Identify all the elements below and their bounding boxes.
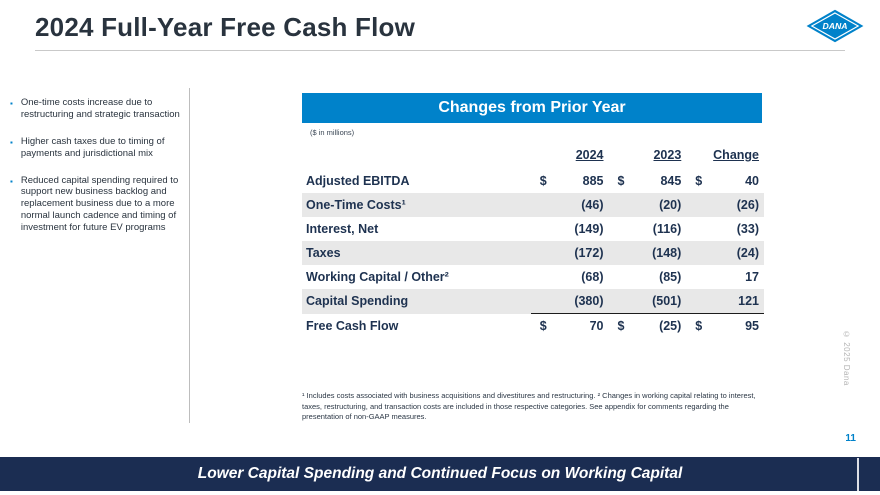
value-2023: (501) (634, 289, 687, 314)
dollar-2023 (608, 241, 635, 265)
row-label: Free Cash Flow (306, 318, 399, 333)
dollar-2023: $ (608, 313, 635, 338)
dollar-2024 (530, 193, 557, 217)
row-label: One-Time Costs¹ (302, 193, 531, 217)
dana-logo-text: DANA (822, 21, 847, 31)
key-points-list: ▪ One-time costs increase due to restruc… (10, 97, 180, 249)
value-2023: (20) (634, 193, 687, 217)
value-2024: 885 (582, 174, 604, 188)
list-item: ▪ Reduced capital spending required to s… (10, 175, 180, 234)
dana-logo: DANA (806, 9, 864, 43)
value-2023: (116) (652, 222, 682, 236)
dollar-2023 (608, 193, 635, 217)
dollar-change (686, 193, 713, 217)
table-row-one-time-costs: One-Time Costs¹ (46) (20) (26) (302, 193, 764, 217)
dana-logo-diamond: DANA (806, 9, 864, 43)
column-header-2023-label: 2023 (653, 148, 682, 162)
row-label: Interest, Net (306, 222, 379, 236)
table-row-taxes: Taxes (172) (148) (24) (302, 241, 764, 265)
dollar-2023 (609, 265, 635, 289)
dollar-2023 (609, 217, 635, 241)
column-header-change: Change (686, 144, 764, 169)
value-change: 40 (745, 174, 759, 188)
list-item: ▪ Higher cash taxes due to timing of pay… (10, 136, 180, 160)
row-label: Capital Spending (302, 289, 531, 314)
column-header-2024: 2024 (531, 144, 609, 169)
dollar-2023: $ (617, 174, 625, 188)
row-label: Adjusted EBITDA (306, 174, 410, 188)
bullet-icon: ▪ (10, 137, 13, 147)
dollar-change: $ (695, 174, 703, 188)
units-note: ($ in millions) (310, 128, 355, 137)
dollar-change (686, 265, 712, 289)
value-2024: 70 (556, 313, 609, 338)
value-change: 17 (745, 270, 759, 284)
title-divider (35, 50, 845, 51)
financial-table: 2024 2023 Change Adjusted EBITDA $ 885 $… (302, 144, 764, 338)
value-2024: (68) (581, 270, 604, 284)
dollar-2024 (531, 265, 557, 289)
dollar-2023 (608, 289, 635, 314)
value-2024: (172) (556, 241, 609, 265)
dollar-2024: $ (539, 174, 547, 188)
value-change: (24) (712, 241, 764, 265)
page-title: 2024 Full-Year Free Cash Flow (35, 12, 416, 42)
bullet-icon: ▪ (10, 99, 13, 108)
bullet-icon: ▪ (10, 176, 13, 186)
value-change: (33) (736, 222, 759, 236)
table-row-working-capital-other: Working Capital / Other² (68) (85) 17 (302, 265, 764, 289)
page-number: 11 (845, 433, 856, 444)
column-header-2023: 2023 (609, 144, 687, 169)
dollar-2024 (531, 217, 557, 241)
dollar-2024 (530, 241, 557, 265)
footer-banner: Lower Capital Spending and Continued Foc… (0, 457, 880, 491)
value-2023: 845 (660, 174, 682, 188)
value-change: (26) (712, 193, 764, 217)
table-row-free-cash-flow: Free Cash Flow $ 70 $ (25) $ 95 (302, 313, 764, 338)
value-2024: (149) (574, 222, 604, 236)
bullet-text: Reduced capital spending required to sup… (20, 174, 179, 234)
header-spacer (302, 144, 531, 169)
value-2024: (380) (556, 289, 609, 314)
row-label: Working Capital / Other² (306, 270, 449, 284)
value-change: 95 (712, 313, 764, 338)
column-header-2024-label: 2024 (575, 148, 604, 162)
dollar-change (686, 217, 712, 241)
value-change: 121 (712, 289, 764, 314)
table-header-row: 2024 2023 Change (302, 144, 764, 169)
dollar-change (686, 289, 713, 314)
table-row-adjusted-ebitda: Adjusted EBITDA $ 885 $ 845 $ 40 (302, 169, 764, 193)
table-row-interest-net: Interest, Net (149) (116) (33) (302, 217, 764, 241)
footnote: ¹ Includes costs associated with busines… (302, 391, 756, 421)
value-2023: (85) (659, 270, 682, 284)
table-row-capital-spending: Capital Spending (380) (501) 121 (302, 289, 764, 314)
dollar-2024: $ (530, 313, 557, 338)
list-item: ▪ One-time costs increase due to restruc… (10, 97, 180, 121)
bullet-text: Higher cash taxes due to timing of payme… (20, 135, 165, 159)
value-2024: (46) (556, 193, 609, 217)
dollar-change (686, 241, 713, 265)
column-header-change-label: Change (713, 148, 759, 162)
copyright-vertical: © 2025 Dana (842, 330, 851, 386)
dollar-change: $ (686, 313, 713, 338)
row-label: Taxes (302, 241, 531, 265)
vertical-divider (189, 88, 190, 423)
value-2023: (25) (634, 313, 687, 338)
bullet-text: One-time costs increase due to restructu… (20, 97, 180, 120)
footer-accent-line (857, 458, 859, 495)
dollar-2024 (530, 289, 557, 314)
footer-banner-text: Lower Capital Spending and Continued Foc… (197, 465, 683, 482)
section-banner: Changes from Prior Year (302, 93, 762, 123)
value-2023: (148) (634, 241, 687, 265)
